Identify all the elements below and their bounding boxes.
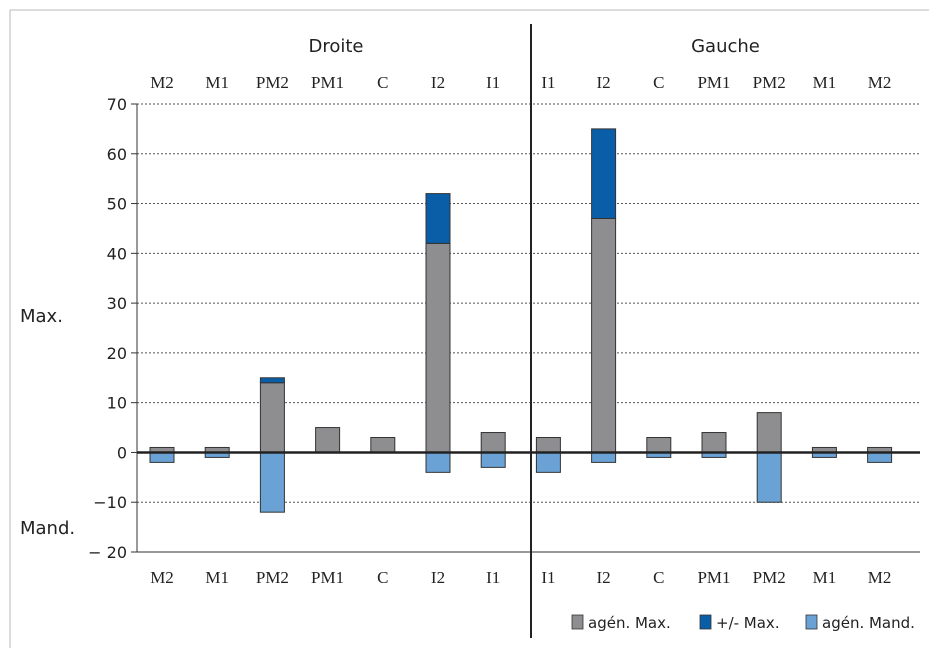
legend-label-1: +/- Max. [716,614,780,632]
y-tick-label-4: 30 [107,294,127,313]
y-tick-label-2: 50 [107,195,127,214]
category-label-bottom-9: C [653,568,664,587]
category-label-bottom-0: M2 [150,568,174,587]
y-tick-label-7: 0 [117,443,127,462]
y-tick-label-9: − 20 [88,543,127,562]
bar-agen-mand-5 [425,451,451,473]
category-label-bottom-8: I2 [597,568,611,587]
category-label-top-1: M1 [205,73,229,92]
group-title-1: Gauche [691,36,760,57]
legend-label-0: agén. Max. [588,614,671,632]
bar-agen-mand-11 [756,451,782,503]
bar-agen-mand-8 [591,451,617,463]
y-tick-label-5: 20 [107,344,127,363]
y-label-mand: Mand. [20,518,75,539]
category-label-top-13: M2 [868,73,892,92]
category-label-bottom-4: C [377,568,388,587]
category-label-top-0: M2 [150,73,174,92]
bar-agen-mand-7 [535,451,561,473]
category-label-top-3: PM1 [311,73,344,92]
bar-agen-max-4 [370,437,396,453]
legend-swatch-2 [805,614,818,630]
bar-agen-max-10 [701,432,727,453]
bar-agen-max-3 [315,427,341,453]
y-tick-label-8: −10 [93,493,127,512]
bar-agen-mand-0 [149,451,175,463]
group-title-0: Droite [308,36,363,57]
category-label-bottom-6: I1 [486,568,500,587]
bar-agen-max-6 [480,432,506,453]
bar-agen-mand-2 [259,451,285,513]
category-label-top-5: I2 [431,73,445,92]
y-tick-label-1: 60 [107,145,127,164]
y-tick-label-0: 70 [107,95,127,114]
bar-plus-minus-max-5 [425,193,451,244]
category-label-top-11: PM2 [753,73,786,92]
bar-agen-max-7 [535,437,561,453]
category-label-top-8: I2 [597,73,611,92]
y-tick-label-6: 10 [107,394,127,413]
category-label-bottom-11: PM2 [753,568,786,587]
bar-agen-mand-13 [867,451,893,463]
category-label-bottom-1: M1 [205,568,229,587]
category-label-top-6: I1 [486,73,500,92]
bar-plus-minus-max-8 [591,128,617,219]
bar-agen-max-8 [591,217,617,453]
category-label-top-12: M1 [813,73,837,92]
y-tick-label-3: 40 [107,244,127,263]
category-label-bottom-12: M1 [813,568,837,587]
category-label-bottom-2: PM2 [256,568,289,587]
legend-swatch-0 [571,614,584,630]
category-label-bottom-7: I1 [541,568,555,587]
bar-plus-minus-max-2 [259,377,285,384]
bar-agen-max-11 [756,412,782,453]
category-label-top-4: C [377,73,388,92]
legend-label-2: agén. Mand. [822,614,915,632]
bar-agen-mand-6 [480,451,506,468]
bar-agen-max-2 [259,382,285,453]
legend-swatch-1 [699,614,712,630]
bar-agen-max-9 [646,437,672,453]
category-label-bottom-13: M2 [868,568,892,587]
bar-agen-max-5 [425,242,451,453]
y-label-max: Max. [20,306,63,327]
category-label-top-7: I1 [541,73,555,92]
category-label-top-9: C [653,73,664,92]
category-label-bottom-5: I2 [431,568,445,587]
category-label-top-2: PM2 [256,73,289,92]
category-label-top-10: PM1 [697,73,730,92]
category-label-bottom-3: PM1 [311,568,344,587]
category-label-bottom-10: PM1 [697,568,730,587]
